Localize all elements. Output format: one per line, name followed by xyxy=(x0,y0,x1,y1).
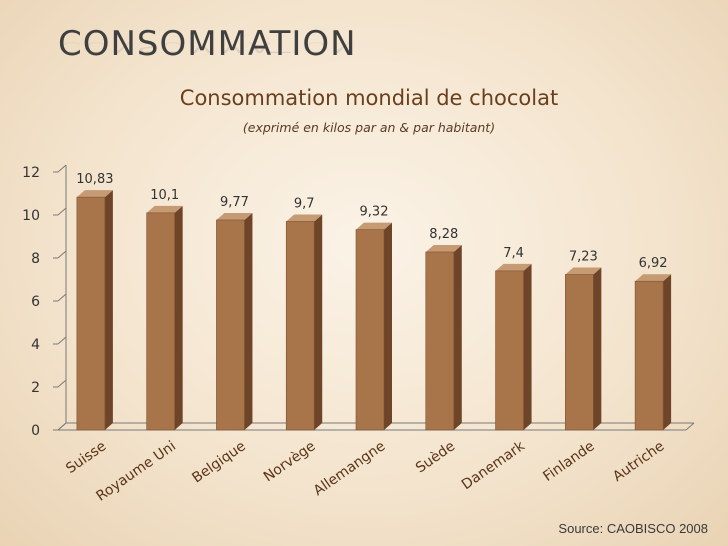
y-tick-depth xyxy=(57,379,67,388)
floor-right-edge xyxy=(685,422,695,431)
bar-top xyxy=(216,212,253,220)
bar-top xyxy=(565,267,602,275)
bar-top xyxy=(635,274,672,282)
bar xyxy=(216,219,245,431)
x-tick-label: Suisse xyxy=(63,438,109,477)
data-label: 10,1 xyxy=(150,188,179,203)
y-tick-depth xyxy=(57,422,67,431)
bar-side xyxy=(663,274,672,430)
slide-title: CONSOMMATION xyxy=(58,24,357,64)
x-tick-label: Norvège xyxy=(261,438,319,485)
bar-side xyxy=(384,222,392,430)
bar xyxy=(565,274,594,431)
bar-top xyxy=(76,190,113,198)
data-label: 10,83 xyxy=(76,172,113,187)
bar-side xyxy=(244,212,253,430)
y-tick-label: 10 xyxy=(22,208,40,224)
x-tick-label: Finlande xyxy=(540,438,597,485)
data-label: 9,77 xyxy=(220,195,249,210)
x-tick-label: Autriche xyxy=(610,438,667,485)
bar xyxy=(285,221,315,431)
x-tick-label: Allemangne xyxy=(311,438,389,499)
data-label: 6,92 xyxy=(639,256,668,271)
chart-title-text: Consommation mondial de chocolat xyxy=(179,86,559,110)
data-label: 7,23 xyxy=(569,250,598,265)
y-tick-depth xyxy=(57,164,67,173)
y-tick-depth xyxy=(57,207,67,216)
bar-top xyxy=(495,263,532,271)
y-tick-label: 2 xyxy=(31,380,40,396)
x-tick-label: Danemark xyxy=(459,438,529,493)
data-label: 8,28 xyxy=(429,227,458,242)
bar xyxy=(76,196,106,431)
data-label: 9,7 xyxy=(294,196,315,211)
bar xyxy=(146,212,175,431)
bar-side xyxy=(174,205,183,430)
bar xyxy=(495,270,524,431)
bar-side xyxy=(104,190,113,430)
y-tick-depth xyxy=(57,336,67,345)
bar-side xyxy=(314,214,323,430)
bar xyxy=(634,280,664,431)
source-note: Source: CAOBISCO 2008 xyxy=(558,521,708,536)
bar-top xyxy=(146,205,183,213)
y-tick-depth xyxy=(57,250,67,259)
bar-side xyxy=(593,267,602,430)
bar-top xyxy=(356,222,392,230)
bar-top xyxy=(286,214,323,222)
y-tick-label: 0 xyxy=(31,423,40,439)
bar-side xyxy=(523,263,532,430)
chart-subtitle-text: (exprimé en kilos par an & par habitant) xyxy=(242,120,496,135)
bar xyxy=(425,251,455,431)
data-label: 7,4 xyxy=(503,246,524,261)
x-tick-label: Suède xyxy=(413,438,458,476)
y-tick-label: 6 xyxy=(31,294,40,310)
y-tick-label: 12 xyxy=(22,165,40,181)
chart-title: Consommation mondial de chocolat xyxy=(0,86,728,110)
bar xyxy=(355,229,385,431)
data-label: 9,32 xyxy=(360,205,389,220)
y-tick-label: 8 xyxy=(31,251,40,267)
x-tick-label: Belgique xyxy=(189,438,248,486)
bar-top xyxy=(425,244,462,252)
y-tick-depth xyxy=(57,293,67,302)
y-tick-label: 4 xyxy=(31,337,40,353)
chart-subtitle: (exprimé en kilos par an & par habitant) xyxy=(0,120,728,135)
bar-side xyxy=(453,244,462,430)
